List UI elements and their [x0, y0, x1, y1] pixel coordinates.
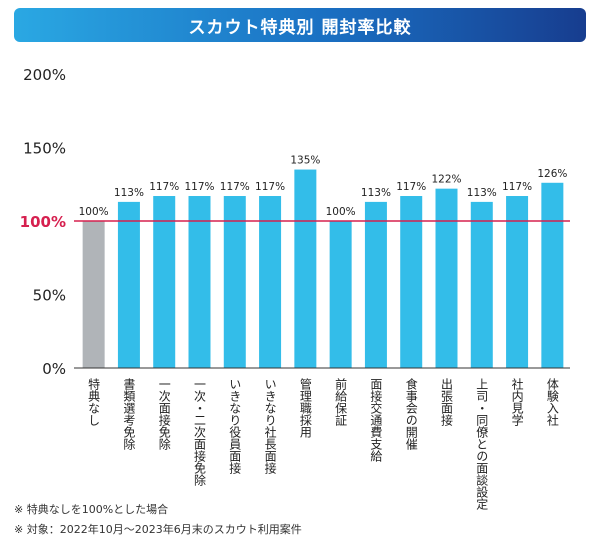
bar-value-label: 122% [431, 174, 461, 186]
chart-title-banner: スカウト特典別 開封率比較 [14, 8, 586, 42]
footnotes: ※ 特典なしを100%とした場合 ※ 対象：2022年10月～2023年6月末の… [14, 500, 302, 540]
bar [117, 201, 140, 368]
bar [329, 221, 352, 368]
bar-value-label: 117% [396, 181, 426, 193]
bar [153, 196, 176, 368]
bar [541, 182, 564, 368]
bar [259, 196, 282, 368]
bar-value-label: 100% [326, 206, 356, 218]
bar-value-label: 113% [361, 187, 391, 199]
x-category-label: いきなり社長面接 [263, 378, 277, 474]
bar [400, 196, 423, 368]
x-category-label: 管理職採用 [298, 377, 312, 439]
y-tick-label: 150% [23, 140, 66, 158]
x-category-label: 出張面接 [440, 378, 454, 426]
bar [82, 221, 105, 368]
bar-value-label: 113% [114, 187, 144, 199]
bar [188, 196, 211, 368]
y-tick-label: 0% [42, 360, 66, 378]
bar [294, 169, 317, 368]
bar [435, 188, 458, 368]
x-category-label: 体験入社 [545, 378, 559, 426]
bar-value-label: 100% [79, 206, 109, 218]
x-category-label: 一次面接免除 [157, 378, 171, 450]
x-category-label: 上司・同僚との面談設定 [475, 378, 489, 511]
bar [364, 201, 387, 368]
y-tick-label: 50% [33, 287, 66, 305]
bar [470, 201, 493, 368]
footnote-2: ※ 対象：2022年10月～2023年6月末のスカウト利用案件 [14, 523, 302, 536]
x-category-label: 食事会の開催 [404, 377, 418, 450]
x-category-label: 書類選考免除 [122, 378, 136, 450]
x-category-label: 面接交通費支給 [369, 378, 383, 462]
bar-value-label: 117% [255, 181, 285, 193]
bar-value-label: 117% [184, 181, 214, 193]
bar-value-label: 117% [220, 181, 250, 193]
x-category-label: 一次・二次面接免除 [193, 378, 207, 486]
bar-value-label: 113% [467, 187, 497, 199]
x-category-label: 前給保証 [334, 377, 348, 426]
bar-value-label: 135% [290, 155, 320, 167]
chart-title: スカウト特典別 開封率比較 [188, 17, 412, 38]
x-category-label: 特典なし [87, 377, 101, 426]
bar-value-label: 117% [149, 181, 179, 193]
x-category-label: いきなり役員面接 [228, 378, 242, 474]
footnote-1: ※ 特典なしを100%とした場合 [14, 503, 169, 516]
y-tick-label: 100% [20, 213, 66, 231]
bar [506, 196, 529, 368]
bar-value-label: 126% [537, 168, 567, 180]
bar [223, 196, 246, 368]
y-tick-label: 200% [23, 66, 66, 84]
x-category-label: 社内見学 [510, 377, 524, 426]
bar-value-label: 117% [502, 181, 532, 193]
